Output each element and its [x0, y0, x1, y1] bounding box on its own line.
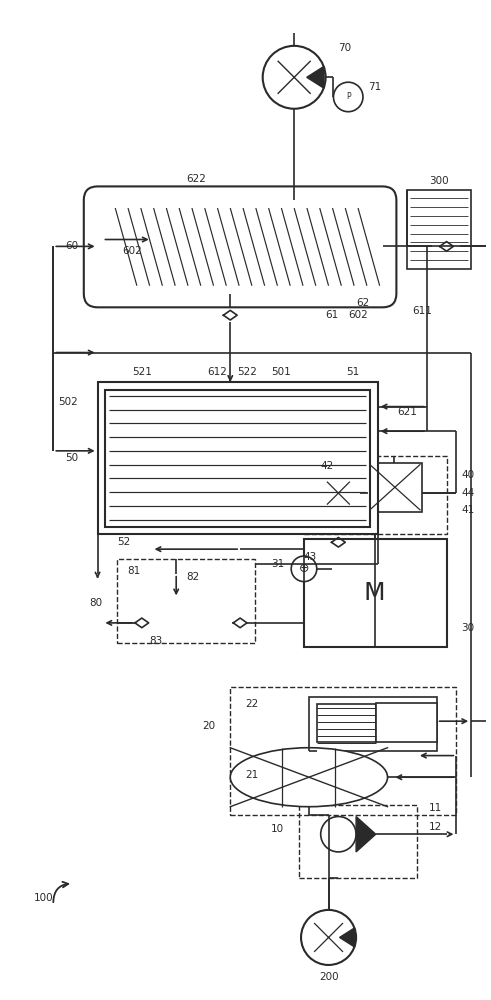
Bar — [317, 704, 376, 742]
Text: 100: 100 — [34, 893, 54, 903]
Text: 611: 611 — [412, 306, 432, 316]
Bar — [376, 703, 436, 742]
Text: P: P — [346, 92, 351, 101]
Circle shape — [263, 46, 326, 109]
Text: 300: 300 — [429, 176, 448, 186]
Text: 602: 602 — [348, 310, 368, 320]
Text: 42: 42 — [320, 461, 333, 471]
Circle shape — [291, 556, 317, 582]
Text: 30: 30 — [461, 623, 474, 633]
Text: 44: 44 — [461, 488, 474, 498]
Text: 12: 12 — [429, 822, 442, 832]
Text: 21: 21 — [245, 770, 258, 780]
Text: 71: 71 — [368, 82, 381, 92]
Text: 82: 82 — [186, 572, 199, 582]
Text: 80: 80 — [89, 598, 103, 608]
Text: 60: 60 — [65, 241, 78, 251]
Bar — [299, 805, 417, 878]
Circle shape — [321, 817, 356, 852]
Bar — [230, 687, 456, 815]
Text: 22: 22 — [245, 699, 258, 709]
Circle shape — [317, 471, 360, 515]
Bar — [117, 559, 255, 643]
Text: M: M — [364, 581, 385, 605]
Polygon shape — [347, 486, 359, 501]
Text: 501: 501 — [272, 367, 291, 377]
Text: 70: 70 — [338, 43, 352, 53]
Text: 502: 502 — [58, 397, 78, 407]
Bar — [309, 697, 436, 751]
Text: 10: 10 — [271, 824, 284, 834]
FancyBboxPatch shape — [84, 186, 396, 307]
Polygon shape — [307, 66, 324, 88]
Text: 41: 41 — [461, 505, 474, 515]
Text: 31: 31 — [271, 559, 284, 569]
Polygon shape — [356, 817, 376, 852]
Bar — [304, 456, 446, 534]
Text: 622: 622 — [186, 174, 206, 184]
Bar — [407, 190, 471, 269]
Text: 612: 612 — [208, 367, 227, 377]
Text: 81: 81 — [127, 566, 140, 576]
Text: 43: 43 — [303, 552, 317, 562]
Bar — [368, 463, 422, 512]
Text: 20: 20 — [202, 721, 216, 731]
Text: 51: 51 — [347, 367, 360, 377]
Text: 52: 52 — [117, 537, 131, 547]
Circle shape — [301, 910, 356, 965]
Text: ⊕: ⊕ — [299, 562, 309, 575]
Circle shape — [333, 82, 363, 112]
Text: 522: 522 — [237, 367, 257, 377]
Polygon shape — [340, 928, 355, 947]
Bar — [98, 382, 378, 534]
Text: 83: 83 — [150, 636, 163, 646]
Text: 602: 602 — [122, 246, 142, 256]
Text: 200: 200 — [319, 972, 338, 982]
Bar — [106, 390, 370, 527]
Text: 61: 61 — [325, 310, 338, 320]
Text: 62: 62 — [356, 298, 370, 308]
Text: 621: 621 — [397, 407, 417, 417]
Text: 521: 521 — [132, 367, 152, 377]
Text: 50: 50 — [65, 453, 78, 463]
Text: 40: 40 — [461, 470, 474, 480]
Bar — [304, 539, 446, 647]
Text: 11: 11 — [429, 803, 442, 813]
Ellipse shape — [230, 748, 387, 807]
